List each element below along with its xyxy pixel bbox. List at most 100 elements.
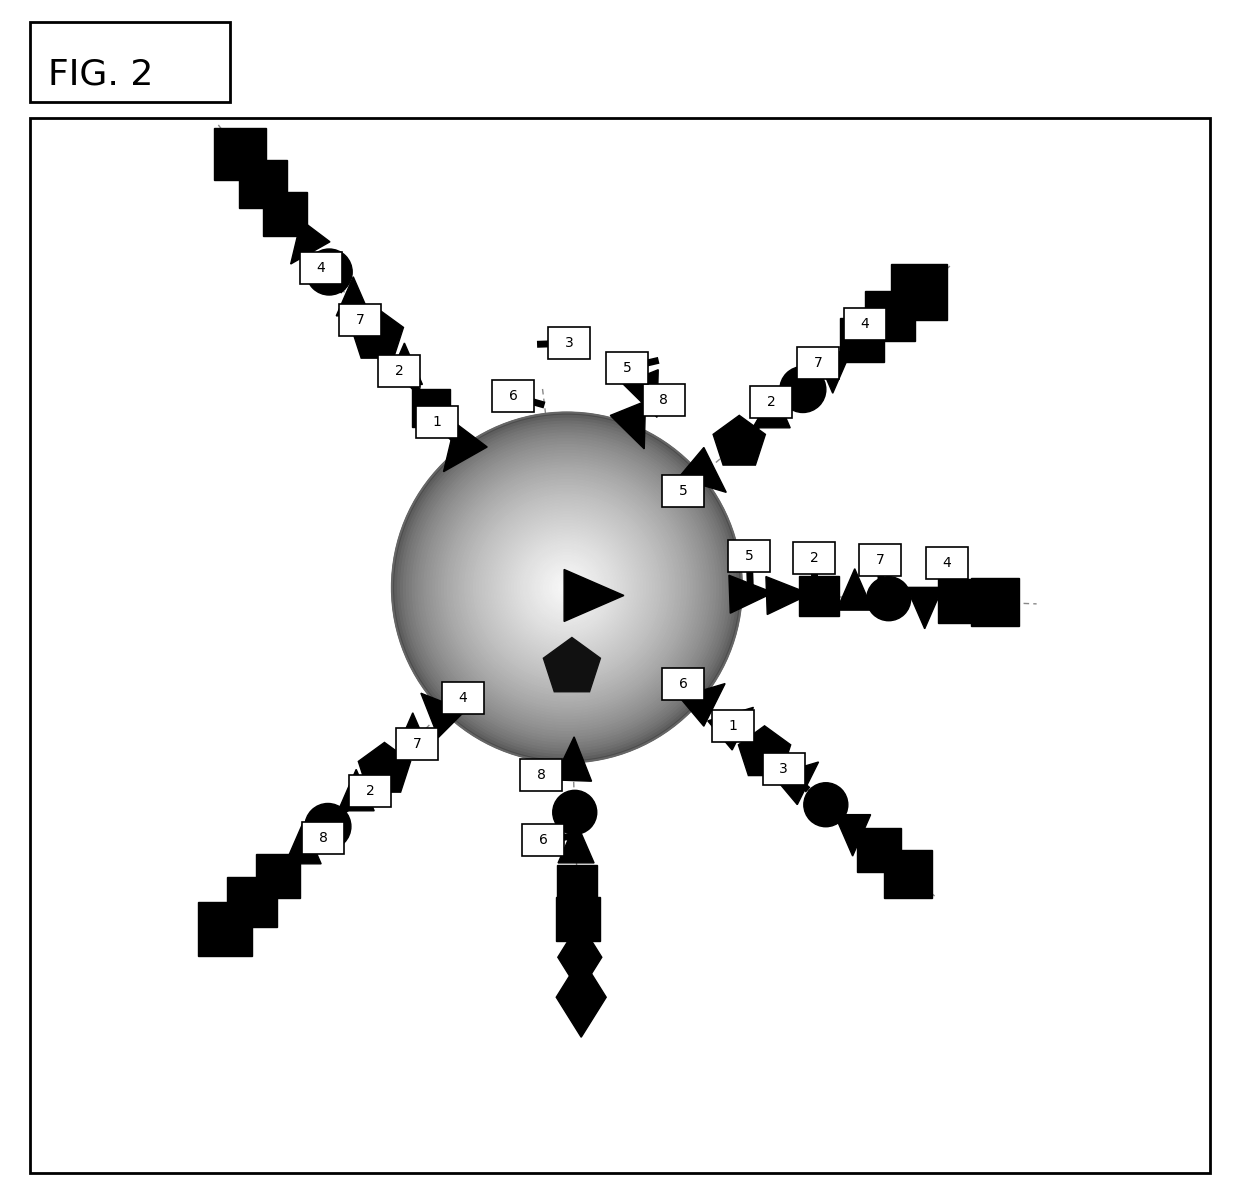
Polygon shape <box>351 308 403 358</box>
Polygon shape <box>728 540 770 572</box>
Circle shape <box>424 445 709 730</box>
Circle shape <box>534 556 599 619</box>
Circle shape <box>456 477 678 698</box>
Polygon shape <box>662 474 704 507</box>
Text: 8: 8 <box>537 768 546 782</box>
Circle shape <box>517 538 616 637</box>
Polygon shape <box>622 369 658 417</box>
Circle shape <box>549 570 584 605</box>
Polygon shape <box>754 386 790 428</box>
Circle shape <box>448 468 687 707</box>
Text: 6: 6 <box>678 678 688 691</box>
Circle shape <box>543 564 590 611</box>
Circle shape <box>439 459 696 716</box>
Text: 2: 2 <box>366 784 374 798</box>
Polygon shape <box>358 742 410 792</box>
Circle shape <box>508 529 625 645</box>
Polygon shape <box>215 128 267 179</box>
Polygon shape <box>884 850 931 897</box>
Circle shape <box>306 249 352 295</box>
Circle shape <box>541 562 593 614</box>
Polygon shape <box>227 877 278 927</box>
Circle shape <box>430 451 704 724</box>
Polygon shape <box>906 588 942 629</box>
Text: 6: 6 <box>539 833 548 847</box>
Polygon shape <box>387 343 423 385</box>
Circle shape <box>409 430 724 744</box>
Text: 4: 4 <box>861 317 869 331</box>
Text: 2: 2 <box>768 396 776 409</box>
Circle shape <box>433 453 701 722</box>
Polygon shape <box>937 580 982 623</box>
Polygon shape <box>799 576 838 617</box>
Text: 7: 7 <box>356 313 365 326</box>
Polygon shape <box>397 728 439 760</box>
Text: 2: 2 <box>394 364 403 379</box>
Polygon shape <box>420 693 465 737</box>
Polygon shape <box>290 220 330 264</box>
Polygon shape <box>766 576 810 614</box>
Text: 7: 7 <box>875 553 885 568</box>
Text: 1: 1 <box>433 415 441 429</box>
Polygon shape <box>680 684 725 727</box>
Polygon shape <box>413 388 450 427</box>
Circle shape <box>465 485 670 690</box>
Polygon shape <box>797 347 839 379</box>
Polygon shape <box>198 902 253 956</box>
Circle shape <box>392 412 742 762</box>
Circle shape <box>394 416 739 760</box>
Circle shape <box>471 491 663 684</box>
Polygon shape <box>557 865 598 906</box>
Circle shape <box>407 427 728 748</box>
Circle shape <box>418 439 715 736</box>
Polygon shape <box>610 402 646 449</box>
Circle shape <box>780 367 826 412</box>
Circle shape <box>558 578 575 596</box>
Polygon shape <box>815 351 851 393</box>
Polygon shape <box>350 776 392 807</box>
Circle shape <box>444 465 689 710</box>
Text: 5: 5 <box>678 484 688 497</box>
Text: 3: 3 <box>780 761 789 776</box>
Polygon shape <box>729 575 774 613</box>
Text: 4: 4 <box>316 261 325 275</box>
Text: 5: 5 <box>622 361 631 375</box>
Circle shape <box>511 532 622 643</box>
Circle shape <box>427 447 707 728</box>
Polygon shape <box>763 753 805 785</box>
Polygon shape <box>444 423 487 472</box>
Polygon shape <box>866 292 915 342</box>
Polygon shape <box>773 762 818 804</box>
Circle shape <box>305 803 351 850</box>
Polygon shape <box>378 355 420 387</box>
Polygon shape <box>263 191 308 235</box>
Polygon shape <box>285 822 321 864</box>
Circle shape <box>560 582 573 593</box>
Polygon shape <box>558 821 594 863</box>
Circle shape <box>521 541 614 635</box>
Polygon shape <box>859 545 901 576</box>
Polygon shape <box>30 22 229 102</box>
Polygon shape <box>257 854 300 897</box>
Text: 3: 3 <box>565 336 574 350</box>
Text: 7: 7 <box>413 737 422 752</box>
Circle shape <box>500 520 634 655</box>
Polygon shape <box>750 386 792 418</box>
Polygon shape <box>336 277 371 315</box>
Polygon shape <box>520 759 562 791</box>
Circle shape <box>453 473 681 701</box>
Circle shape <box>480 500 655 675</box>
Circle shape <box>474 495 660 681</box>
Polygon shape <box>926 547 968 578</box>
Polygon shape <box>564 570 624 621</box>
Text: 5: 5 <box>745 549 754 563</box>
Circle shape <box>415 436 718 740</box>
Circle shape <box>467 489 666 687</box>
Circle shape <box>556 576 579 599</box>
Polygon shape <box>557 957 606 1037</box>
Polygon shape <box>522 823 564 856</box>
Text: 1: 1 <box>728 719 738 733</box>
Polygon shape <box>678 447 727 492</box>
Text: 7: 7 <box>813 356 822 370</box>
Circle shape <box>461 483 672 692</box>
